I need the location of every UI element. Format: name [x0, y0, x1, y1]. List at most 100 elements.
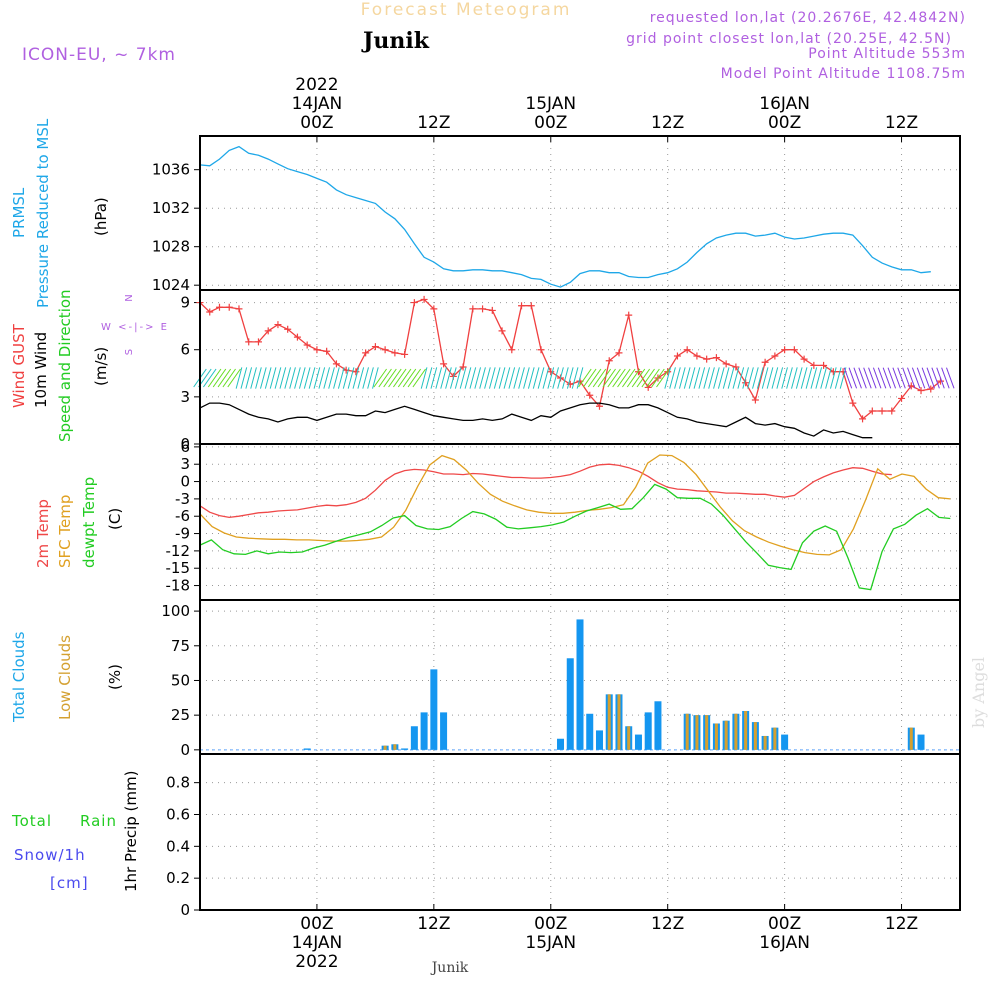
wind-gust-marker	[790, 346, 798, 354]
wind-arrow	[656, 368, 670, 388]
wind-arrow	[212, 368, 227, 388]
bottom-time-label: 12Z	[417, 914, 450, 934]
wind-gust-marker	[712, 354, 720, 362]
wind-arrow	[260, 367, 267, 389]
wind-arrow	[342, 367, 350, 389]
wind-arrow	[203, 368, 217, 388]
wind-gust-marker	[595, 402, 603, 410]
wind-arrow	[877, 367, 887, 389]
wind-gust-marker	[332, 360, 340, 368]
top-time-label: 12Z	[885, 113, 918, 133]
bottom-time-label: 12Z	[885, 914, 918, 934]
total-clouds-label: Total Clouds	[10, 631, 28, 723]
wind-arrow	[402, 368, 417, 388]
wind-gust-marker	[820, 361, 828, 369]
y-tick-label: 3	[180, 455, 190, 473]
wind-arrow	[279, 367, 287, 389]
total-cloud-bar	[410, 726, 418, 750]
wind-arrow	[752, 367, 759, 389]
wind-arrow	[464, 367, 472, 389]
panel-4-yaxis: 0 0.2 0.4 0.6 0.8	[166, 774, 960, 919]
wind-arrow	[313, 367, 321, 389]
cloud-bars	[303, 619, 925, 750]
y-tick-label: -3	[175, 490, 190, 508]
wind-gust-marker	[245, 338, 253, 346]
wind-gust-marker	[849, 399, 857, 407]
wind-arrow	[583, 368, 597, 388]
wind-gust-series	[199, 298, 941, 420]
panel-0-vgrid	[316, 136, 903, 290]
wind-arrow	[737, 367, 745, 389]
y-tick-label: 1032	[152, 199, 190, 217]
wind-arrow	[503, 367, 511, 389]
wind-arrow	[597, 368, 612, 388]
wind-gust-marker	[459, 363, 467, 371]
top-time-label: 00Z	[768, 113, 801, 133]
wind-arrow	[651, 368, 665, 388]
wind-arrow	[931, 367, 940, 389]
wind-gust-marker	[537, 346, 545, 354]
low-cloud-bar	[383, 745, 387, 750]
total-cloud-bar	[654, 701, 662, 750]
wind-arrow	[907, 367, 916, 389]
low-cloud-bar	[724, 720, 728, 750]
wind-gust-marker	[264, 327, 272, 335]
wind-direction-arrows	[193, 367, 955, 389]
wind-gust-marker	[683, 346, 691, 354]
y-tick-label: -18	[166, 577, 191, 595]
wind-arrow	[557, 367, 564, 389]
wind-arrow	[445, 367, 452, 389]
low-cloud-bar	[607, 694, 611, 750]
y-tick-label: 0	[180, 473, 190, 491]
wind-arrow	[508, 367, 516, 389]
wind-arrow	[747, 367, 754, 389]
prmsl-label: PRMSL	[10, 187, 28, 238]
wind-gust-marker	[518, 302, 526, 310]
wind-arrow	[552, 367, 559, 389]
wind-arrow	[776, 367, 784, 389]
total-cloud-bar	[566, 658, 574, 750]
wind-arrow	[853, 367, 862, 389]
wind-arrow	[795, 367, 803, 389]
wind-arrow	[571, 367, 579, 389]
wind-arrow	[576, 367, 584, 389]
wind-arrow	[298, 367, 306, 389]
top-time-label: 00Z	[300, 113, 333, 133]
wind-gust-marker	[371, 343, 379, 351]
low-cloud-bar	[734, 713, 738, 750]
low-cloud-bar	[714, 723, 718, 750]
wind-arrow	[621, 368, 636, 388]
sfc-temp-series	[199, 454, 951, 556]
wind-arrow	[518, 367, 525, 389]
total-cloud-bar	[430, 669, 438, 750]
wind-arrow	[830, 367, 837, 389]
wind-gust-markers	[197, 296, 945, 423]
y-tick-label: -15	[166, 559, 191, 577]
wind-arrow	[713, 367, 720, 389]
y-tick-label: 0	[180, 435, 190, 453]
wind-arrow	[440, 367, 447, 389]
wind-gust-marker	[927, 385, 935, 393]
top-time-label: 14JAN	[292, 94, 343, 114]
wind-gust-marker	[615, 349, 623, 357]
wind-arrow	[800, 367, 808, 389]
y-tick-label: -12	[166, 542, 191, 560]
wind-arrow	[454, 367, 462, 389]
wind-arrow	[393, 368, 407, 388]
wind-arrow	[217, 368, 232, 388]
wind-arrow	[911, 367, 921, 389]
point-altitude: Point Altitude 553m	[808, 46, 966, 62]
y-tick-label: 0.8	[166, 774, 190, 792]
wind-arrow	[333, 367, 340, 389]
wind-arrow	[727, 367, 735, 389]
wind-gust-marker	[254, 338, 262, 346]
precip-snow-label: Snow/1h	[14, 846, 86, 864]
compass-we-label: W <-|-> E	[101, 322, 169, 333]
credit-watermark: by Angel	[969, 657, 988, 728]
wind-arrow	[805, 367, 813, 389]
wind-arrow	[781, 367, 788, 389]
wind-arrow	[578, 368, 592, 388]
low-cloud-bar	[685, 713, 689, 750]
wind-gust-marker	[625, 311, 633, 319]
